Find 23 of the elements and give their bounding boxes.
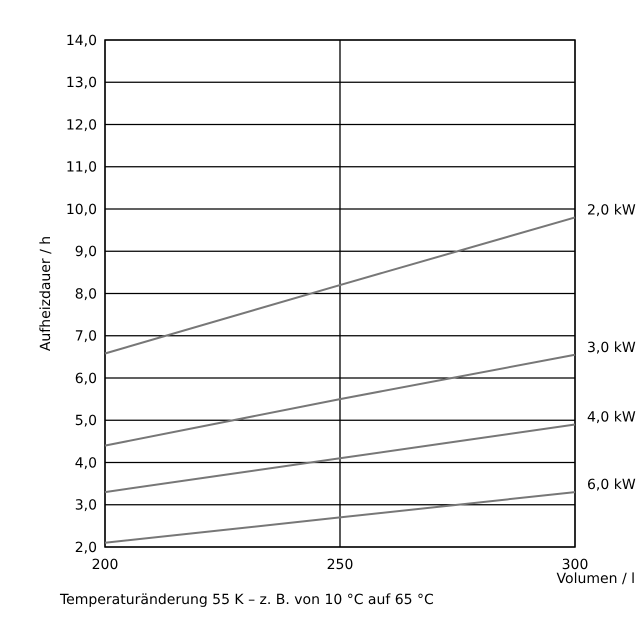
- y-tick-label: 3,0: [74, 498, 97, 514]
- x-tick-label: 200: [92, 557, 118, 573]
- y-tick-label: 6,0: [74, 370, 97, 387]
- y-tick-label: 12,0: [66, 117, 97, 134]
- y-tick-label: 11,0: [66, 160, 97, 176]
- x-tick-label: 300: [562, 557, 588, 573]
- y-tick-label: 2,0: [74, 540, 97, 556]
- series-label: 6,0 kW: [587, 477, 636, 494]
- y-tick-label: 4,0: [74, 455, 97, 472]
- y-tick-label: 5,0: [74, 413, 97, 430]
- series-label: 4,0 kW: [587, 409, 636, 426]
- text: Temperaturänderung 55 K – z. B. von 10 °C auf 65 °C: [59, 592, 434, 608]
- series-label: 3,0 kW: [587, 340, 636, 356]
- y-tick-label: 10,0: [66, 202, 97, 218]
- y-tick-label: 7,0: [74, 328, 97, 345]
- y-tick-label: 14,0: [66, 32, 97, 49]
- x-axis-title: Volumen / l: [556, 571, 635, 587]
- y-axis-title: Aufheizdauer / h: [38, 236, 54, 352]
- x-tick-label: 250: [326, 557, 354, 573]
- y-tick-label: 9,0: [74, 244, 97, 260]
- series-label: 2,0 kW: [587, 202, 636, 218]
- y-tick-label: 8,0: [74, 286, 97, 302]
- y-tick-label: 13,0: [66, 75, 97, 92]
